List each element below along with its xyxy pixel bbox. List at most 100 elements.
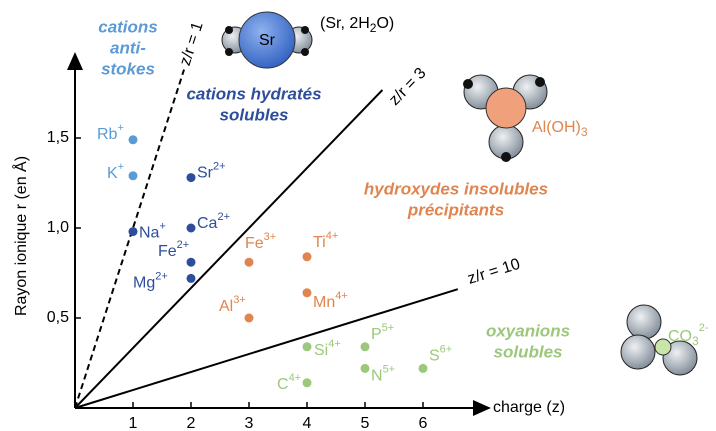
ion-name: Fe [245,235,264,252]
region-label: hydroxydes insolubles [364,179,548,198]
t: 2- [699,322,709,334]
ion-label: P5+ [371,322,394,343]
ion-charge: 5+ [382,322,395,334]
data-point [245,258,254,267]
ion-charge: 4+ [335,290,348,302]
ion-name: Mn [313,294,335,311]
region-label: cations [98,17,158,36]
sr-molecule: Sr (Sr, 2H2O) [222,12,394,68]
ion-charge: 2+ [177,239,190,251]
region-label: solubles [494,342,563,361]
ion-name: Ca [197,215,218,232]
ion-label: Rb+ [97,122,124,143]
x-tick-label: 2 [187,415,196,431]
ion-charge: 5+ [383,363,396,375]
t: CO [668,328,692,345]
data-point [303,342,312,351]
ion-name: Al [219,298,233,315]
ion-name: Rb [97,126,118,143]
ratio-label: z/r = 3 [386,65,430,109]
page: Sr (Sr, 2H2O) Al(OH)3 CO32- charge (z)Ra… [0,0,716,431]
ion-label: C4+ [277,372,301,393]
ion-charge: + [117,122,123,134]
ion-label: Ti4+ [313,230,338,251]
region-label: anti- [110,38,146,57]
ion-name: K [107,165,118,182]
data-point [419,364,428,373]
region-label: solubles [220,105,289,124]
data-point [187,274,196,283]
ion-name: P [371,326,382,343]
chart: Sr (Sr, 2H2O) Al(OH)3 CO32- charge (z)Ra… [0,0,716,431]
ion-label: N5+ [371,363,395,384]
ion-name: S [429,348,440,365]
region-label: oxyanions [486,321,570,340]
x-tick-label: 1 [129,415,138,431]
ion-label: Sr2+ [197,161,226,182]
data-point [245,314,254,323]
ion-name: Sr [197,165,214,182]
ion-charge: + [118,161,124,173]
ion-label: Fe3+ [245,231,276,252]
ratio-line [75,70,184,408]
data-point [129,227,138,236]
x-tick-label: 5 [361,415,370,431]
t: (Sr, 2H [320,15,370,32]
data-point [129,135,138,144]
ion-label: Mg2+ [133,270,168,291]
ion-name: N [371,368,383,385]
ion-label: Ca2+ [197,211,230,232]
y-tick-label: 1,0 [47,219,69,236]
co3-molecule: CO32- [621,305,709,375]
data-point [187,224,196,233]
x-tick-label: 4 [303,415,312,431]
t: O) [376,15,394,32]
ion-name: Si [314,342,328,359]
y-axis-label: Rayon ionique r (en Å) [11,156,30,316]
ion-charge: 3+ [233,294,246,306]
ion-label: Mn4+ [313,290,348,311]
ion-charge: 4+ [328,338,341,350]
ion-charge: 3+ [264,231,277,243]
data-point [303,252,312,261]
data-point [361,364,370,373]
ion-label: S6+ [429,343,452,364]
ratio-label: z/r = 1 [177,20,207,68]
ion-charge: 4+ [326,230,339,242]
ratio-label: z/r = 10 [466,256,523,288]
co3-formula: CO32- [668,322,709,348]
ion-label: Fe2+ [158,239,189,260]
data-point [129,171,138,180]
ion-label: Al3+ [219,294,246,315]
x-tick-label: 3 [245,415,254,431]
t: Al(OH) [532,119,581,136]
sr-formula: (Sr, 2H2O) [320,15,394,35]
sr-center: Sr [259,32,276,49]
t: 3 [692,334,699,348]
region-label: stokes [101,59,155,78]
al-formula: Al(OH)3 [532,119,588,139]
region-label: cations hydratés [186,84,321,103]
data-point [361,342,370,351]
data-point [187,173,196,182]
data-point [303,288,312,297]
ion-name: Mg [133,275,155,292]
ion-charge: 2+ [213,161,226,173]
ion-charge: + [159,221,165,233]
data-point [187,258,196,267]
ion-label: K+ [107,161,124,182]
data-point [303,378,312,387]
region-label: précipitants [407,200,504,219]
ion-charge: 6+ [440,343,453,355]
ion-charge: 2+ [155,270,168,282]
ion-charge: 4+ [289,372,302,384]
y-tick-label: 1,5 [47,129,69,146]
ion-charge: 2+ [217,211,230,223]
ion-name: Na [139,225,160,242]
ion-name: Fe [158,243,177,260]
ion-label: Na+ [139,221,166,242]
al-molecule: Al(OH)3 [463,75,588,162]
ion-name: C [277,376,289,393]
x-tick-label: 6 [419,415,428,431]
t: 3 [581,125,588,139]
